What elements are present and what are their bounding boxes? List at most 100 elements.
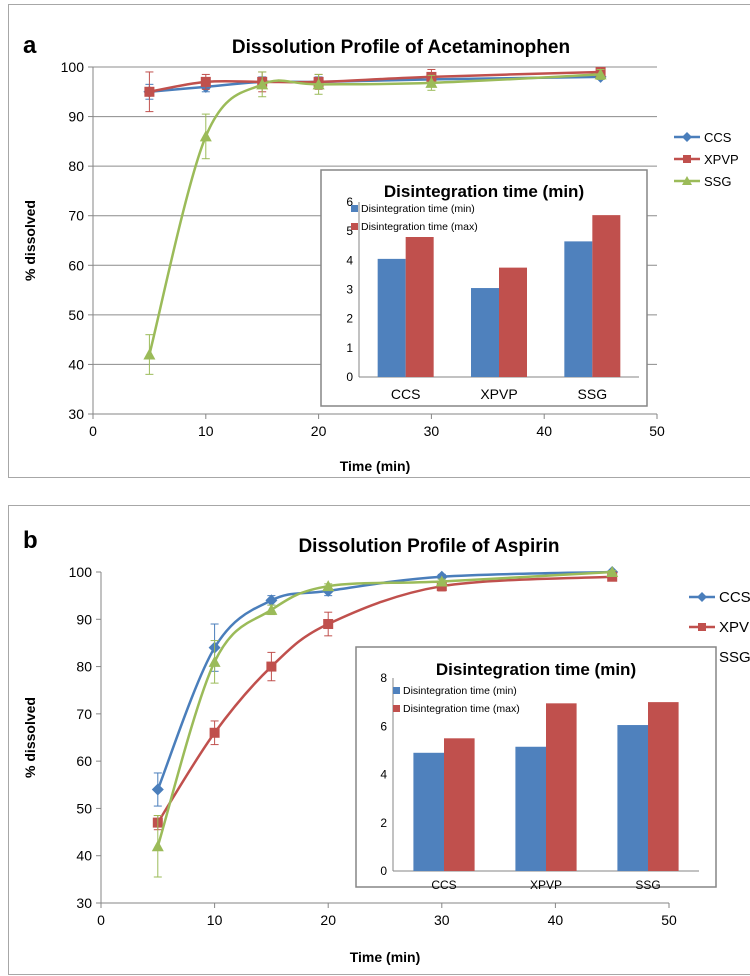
chart-title: Dissolution Profile of Aspirin <box>298 536 559 557</box>
y-tick-label: 40 <box>68 356 84 372</box>
data-point <box>425 76 438 88</box>
data-point <box>151 840 164 852</box>
inset-legend-swatch <box>393 705 400 712</box>
inset-title: Disintegration time (min) <box>436 660 636 679</box>
legend-label: CCS <box>704 130 732 145</box>
y-axis-label: % dissolved <box>22 200 38 281</box>
dissolution-chart-acetaminophen: a Dissolution Profile of Acetaminophen304… <box>22 32 739 474</box>
inset-bar <box>413 752 444 871</box>
inset-bar <box>648 702 679 871</box>
series-line <box>156 575 613 824</box>
inset-title: Disintegration time (min) <box>384 182 584 201</box>
x-tick-label: 0 <box>97 912 105 928</box>
y-tick-label: 60 <box>76 753 92 769</box>
y-tick-label: 100 <box>69 564 93 580</box>
data-point <box>265 594 278 607</box>
inset-category-label: SSG <box>635 878 660 892</box>
data-point <box>323 619 334 630</box>
panel-label: a <box>23 32 37 59</box>
x-tick-label: 20 <box>311 423 327 439</box>
y-tick-label: 80 <box>76 659 92 675</box>
x-tick-label: 40 <box>548 912 564 928</box>
inset-category-label: CCS <box>431 878 456 892</box>
inset-legend-label: Disintegration time (min) <box>361 203 475 215</box>
y-tick-label: 50 <box>68 307 84 323</box>
series-ssg <box>151 566 619 878</box>
y-tick-label: 90 <box>76 611 92 627</box>
legend-marker <box>682 132 692 142</box>
y-tick-label: 30 <box>68 406 84 422</box>
inset-bar <box>377 258 406 377</box>
inset-y-tick-label: 6 <box>346 195 353 209</box>
data-point <box>594 68 607 80</box>
y-tick-label: 70 <box>68 208 84 224</box>
x-tick-label: 50 <box>661 912 677 928</box>
inset-y-tick-label: 2 <box>380 816 387 830</box>
data-point <box>435 575 448 587</box>
inset-y-tick-label: 8 <box>380 671 387 685</box>
data-point <box>266 661 277 672</box>
y-tick-label: 60 <box>68 257 84 273</box>
y-tick-label: 40 <box>76 848 92 864</box>
inset-legend-label: Disintegration time (max) <box>361 221 478 233</box>
x-tick-label: 10 <box>207 912 223 928</box>
legend-marker <box>698 623 706 631</box>
y-tick-label: 70 <box>76 706 92 722</box>
inset-y-tick-label: 0 <box>346 370 353 384</box>
y-tick-label: 90 <box>68 109 84 125</box>
panel-label: b <box>23 527 38 554</box>
legend-label: XPVP <box>719 619 750 636</box>
data-point <box>209 727 220 738</box>
inset-legend-swatch <box>351 223 358 230</box>
inset-bar <box>499 267 527 377</box>
x-tick-label: 0 <box>89 423 97 439</box>
inset-bar <box>471 288 499 377</box>
inset-bar <box>405 237 434 377</box>
x-tick-label: 10 <box>198 423 214 439</box>
inset-y-tick-label: 6 <box>380 719 387 733</box>
chart-panel-b: b Dissolution Profile of Aspirin 30 40 50 60 7… <box>8 505 750 975</box>
inset-y-tick-label: 4 <box>380 768 387 782</box>
x-axis-label: Time (min) <box>350 949 421 965</box>
x-axis-label: Time (min) <box>340 458 411 474</box>
inset-category-label: CCS <box>391 386 421 402</box>
inset-legend-swatch <box>351 205 358 212</box>
x-tick-label: 20 <box>320 912 336 928</box>
series-xpvp <box>144 66 606 113</box>
inset-y-tick-label: 5 <box>346 224 353 238</box>
y-tick-label: 80 <box>68 158 84 174</box>
dissolution-chart-aspirin: b Dissolution Profile of Aspirin304050607… <box>22 527 750 965</box>
data-point <box>143 348 156 360</box>
data-point <box>312 78 325 90</box>
inset-legend-swatch <box>393 687 400 694</box>
series-line <box>156 570 613 847</box>
inset-bar <box>444 738 475 871</box>
y-axis-label: % dissolved <box>22 697 38 778</box>
data-point <box>265 603 278 615</box>
legend-marker <box>683 155 691 163</box>
y-tick-label: 50 <box>76 800 92 816</box>
inset-category-label: SSG <box>578 386 608 402</box>
inset-y-tick-label: 1 <box>346 341 353 355</box>
x-tick-label: 40 <box>536 423 552 439</box>
inset-legend-label: Disintegration time (max) <box>403 703 520 715</box>
data-point <box>144 86 155 97</box>
data-point <box>208 655 221 667</box>
inset-y-tick-label: 3 <box>346 283 353 297</box>
legend-label: CCS <box>719 589 750 606</box>
data-point <box>322 580 335 592</box>
inset-y-tick-label: 4 <box>346 253 353 267</box>
legend-label: SSG <box>704 174 731 189</box>
legend-label: SSG <box>719 649 750 666</box>
data-point <box>200 76 211 87</box>
x-tick-label: 30 <box>434 912 450 928</box>
series-line <box>148 73 601 355</box>
inset-category-label: XPVP <box>530 878 562 892</box>
inset-legend-label: Disintegration time (min) <box>403 685 517 697</box>
inset-bar <box>617 725 648 871</box>
data-point <box>256 78 269 90</box>
inset-y-tick-label: 0 <box>380 864 387 878</box>
legend-marker <box>682 176 692 185</box>
legend-label: XPVP <box>704 152 739 167</box>
inset-bar <box>592 215 621 377</box>
